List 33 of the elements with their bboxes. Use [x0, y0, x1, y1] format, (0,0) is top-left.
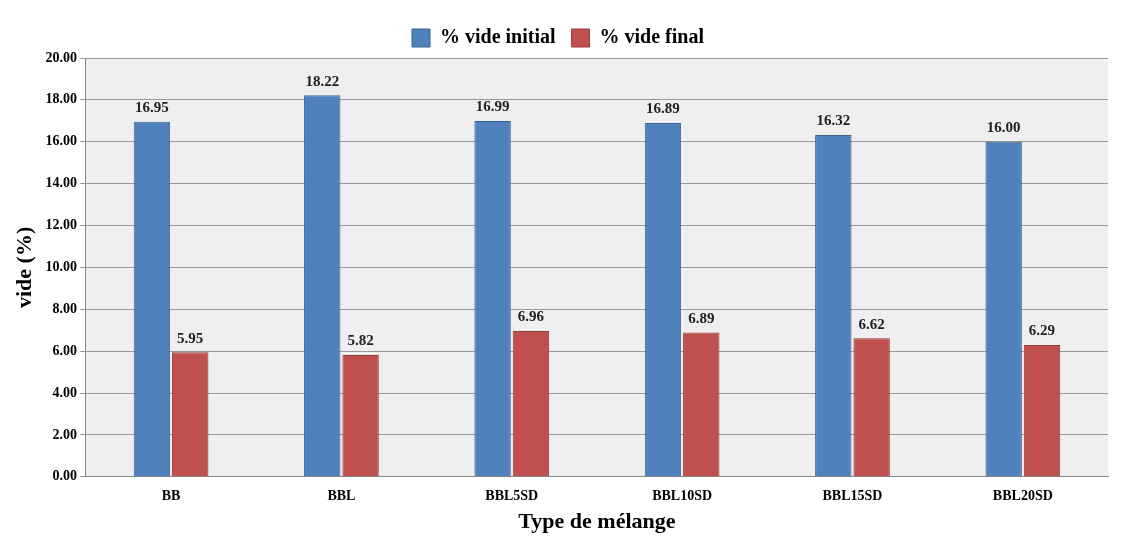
x-tick-label: BBL10SD	[652, 487, 713, 503]
data-label: 16.00	[986, 119, 1021, 136]
data-label: 6.96	[517, 308, 545, 325]
y-tick-label: 0.00	[52, 468, 77, 484]
data-label: 5.82	[347, 332, 374, 349]
data-label: 6.29	[1028, 322, 1056, 339]
data-label: 18.22	[305, 72, 340, 89]
y-tick-label: 4.00	[52, 384, 77, 400]
data-label: 16.89	[646, 100, 680, 117]
y-tick-label: 20.00	[45, 49, 77, 65]
y-tick-label: 10.00	[45, 259, 77, 275]
y-tick-label: 18.00	[45, 91, 77, 107]
legend-label: % vide initial	[439, 25, 556, 48]
x-tick-label: BBL20SD	[992, 487, 1053, 503]
legend-label: % vide final	[599, 25, 705, 48]
x-tick-label: BBL5SD	[485, 487, 539, 503]
y-tick-label: 14.00	[45, 175, 77, 191]
x-tick-label: BBL15SD	[822, 487, 883, 503]
data-label: 16.99	[475, 98, 510, 115]
data-label: 5.95	[177, 329, 204, 346]
data-label: 6.62	[858, 315, 885, 332]
data-label: 16.32	[816, 112, 851, 129]
data-label: 6.89	[688, 309, 715, 326]
y-tick-label: 8.00	[52, 300, 77, 316]
data-label: 16.95	[135, 99, 169, 116]
y-tick-label: 12.00	[45, 217, 77, 233]
y-tick-label: 16.00	[45, 133, 77, 149]
x-tick-label: BB	[161, 487, 181, 503]
x-axis-title: Type de mélange	[518, 508, 676, 534]
y-tick-label: 6.00	[52, 342, 77, 358]
y-axis-title: vide (%)	[10, 226, 36, 309]
y-tick-label: 2.00	[52, 426, 77, 442]
x-tick-label: BBL	[327, 487, 356, 503]
